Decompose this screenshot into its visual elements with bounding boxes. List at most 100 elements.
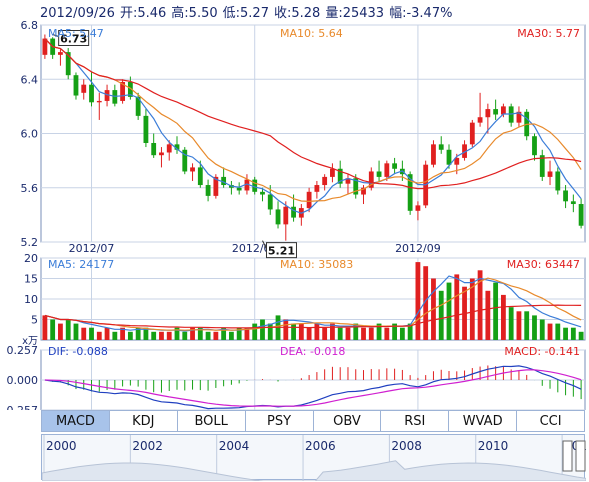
volume-bar — [252, 323, 258, 340]
volume-bar — [345, 327, 351, 340]
volume-bar — [578, 331, 584, 340]
price-y-tick-label: 6.4 — [21, 73, 39, 86]
candle-body — [485, 109, 491, 118]
candle-body — [267, 194, 273, 210]
volume-bar — [73, 323, 79, 340]
volume-bar — [524, 311, 530, 340]
volume-bar — [353, 323, 359, 340]
chart-svg: 6.8 6.4 6.0 5.6 5.2 20 15 10 5 0.257 0.000 -0.257 20… — [3, 19, 586, 410]
volume-bar — [306, 327, 312, 340]
candle-body — [244, 179, 250, 191]
candle-body — [570, 201, 576, 205]
candle-body — [563, 190, 568, 202]
low-value: 5.27 — [240, 6, 269, 21]
x-tick-label: 2012/09 — [395, 242, 441, 255]
tab-obv[interactable]: OBV — [313, 410, 382, 432]
candle-body — [392, 163, 398, 169]
candle-body — [462, 144, 467, 158]
volume-bar — [446, 282, 452, 340]
volume-value: 25433 — [342, 6, 385, 21]
candle-body — [89, 84, 94, 103]
open-value: 5.46 — [137, 6, 167, 21]
volume-bar — [322, 327, 328, 340]
candle-body — [291, 206, 296, 218]
volume-bar — [330, 323, 335, 340]
volume-bar — [213, 331, 219, 340]
volume-y-tick-label: 15 — [24, 273, 38, 286]
price-ma5-line — [44, 38, 582, 214]
candle-body — [384, 163, 390, 177]
volume-y-tick-label: 20 — [24, 252, 38, 265]
volume-bar — [368, 327, 374, 340]
tab-rsi[interactable]: RSI — [381, 410, 450, 432]
volume-bar — [81, 327, 87, 340]
volume-bar — [469, 278, 475, 340]
volume-bar — [423, 266, 429, 340]
tab-kdj[interactable]: KDJ — [109, 410, 178, 432]
volume-bar — [547, 323, 553, 340]
volume-bar — [197, 327, 203, 340]
indicator-tabs: MACD KDJ BOLL PSY OBV RSI WVAD CCI — [41, 410, 585, 432]
annotation-box — [58, 29, 90, 46]
annotation-label: 5.21 — [268, 245, 295, 258]
candle-body — [314, 185, 320, 192]
volume-bar — [58, 323, 63, 340]
volume-bar — [244, 327, 250, 340]
volume-bar — [399, 327, 405, 340]
candle-body — [190, 167, 195, 172]
volume-bar — [314, 323, 320, 340]
tab-cci[interactable]: CCI — [517, 410, 585, 432]
timeline-year-label: 2010 — [478, 439, 509, 453]
macd-dif-line — [44, 365, 582, 410]
candle-body — [415, 205, 421, 211]
volume-bar — [190, 327, 195, 340]
volume-bar — [65, 319, 71, 340]
candle-body — [500, 106, 506, 115]
candle-body — [260, 191, 265, 195]
timeline-year-label: 2002 — [132, 439, 163, 453]
candle-body — [532, 136, 537, 156]
volume-bar — [120, 327, 126, 340]
volume-bar — [384, 327, 390, 340]
volume-bar — [283, 319, 289, 340]
annotation-box — [265, 242, 297, 259]
candle-body — [104, 90, 110, 101]
timeline-navigator[interactable]: 2000 2002 2004 2006 2008 2010 201 — [41, 434, 587, 482]
candle-body — [182, 149, 188, 172]
volume-bar — [532, 315, 537, 340]
candle-body — [407, 174, 413, 211]
volume-bar — [89, 327, 94, 340]
tab-macd[interactable]: MACD — [41, 410, 110, 432]
volume-bar — [143, 327, 149, 340]
volume-legend-2: MA30: 63447 — [507, 258, 580, 271]
price-y-tick-label: 5.6 — [21, 182, 39, 195]
volume-bar — [228, 331, 234, 340]
volume-bar — [555, 323, 561, 340]
macd-legend-2: MACD: -0.141 — [504, 345, 580, 358]
volume-bar — [454, 274, 460, 340]
macd-legend-1: DEA: -0.018 — [280, 345, 345, 358]
volume-bar — [477, 270, 483, 340]
price-ma30-line — [44, 38, 582, 190]
low-label: 低: — [222, 6, 241, 21]
candle-body — [159, 152, 164, 156]
candle-body — [174, 144, 180, 150]
candle-body — [197, 167, 203, 186]
timeline-overview-area — [41, 460, 587, 482]
volume-bar — [50, 319, 56, 340]
candle-body — [135, 96, 141, 116]
volume-bar — [361, 327, 366, 340]
tab-boll[interactable]: BOLL — [177, 410, 246, 432]
volume-y-tick-label: 10 — [24, 293, 38, 306]
volume-bar — [182, 331, 188, 340]
volume-ma10-line — [44, 277, 582, 331]
timeline-right-handle — [575, 440, 586, 472]
tab-wvad[interactable]: WVAD — [449, 410, 518, 432]
candle-body — [81, 84, 87, 93]
change-value: -3.47% — [406, 6, 453, 21]
annotation-leader — [262, 240, 267, 249]
candle-body — [322, 176, 328, 186]
candle-body — [306, 191, 312, 209]
tab-psy[interactable]: PSY — [245, 410, 314, 432]
